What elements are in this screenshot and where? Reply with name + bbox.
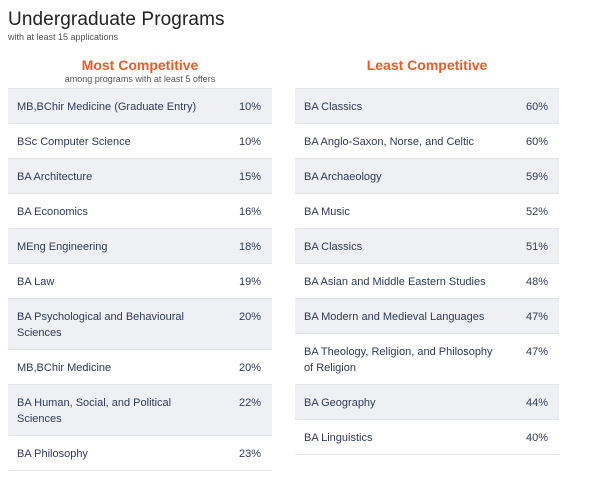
table-row: BA Geography 44% [295,385,559,420]
acceptance-rate: 23% [238,448,261,460]
acceptance-rate: 51% [525,241,548,253]
least-competitive-table: Least Competitive BA Classics 60% BA Angl… [295,56,559,455]
acceptance-rate: 22% [238,397,261,409]
acceptance-rate: 60% [525,136,548,148]
table-row: BA Human, Social, and Political Sciences… [8,385,272,436]
program-name: MB,BChir Medicine [17,362,112,374]
table-row: BA Classics 60% [295,89,559,124]
program-name: BA Geography [304,397,376,409]
program-name: BA Linguistics [304,432,373,444]
table-row: BA Theology, Religion, and Philosophy of… [295,334,559,385]
table-row: BA Anglo-Saxon, Norse, and Celtic 60% [295,124,559,159]
most-competitive-note: among programs with at least 5 offers [64,74,216,84]
acceptance-rate: 52% [525,206,548,218]
acceptance-rate: 20% [238,362,261,374]
table-row: BSc Computer Science 10% [8,124,272,159]
program-name: BA Archaeology [304,171,382,183]
table-row: MB,BChir Medicine (Graduate Entry) 10% [8,89,272,124]
page-subtitle: with at least 15 applications [8,32,119,42]
most-competitive-header: Most Competitive among programs with at … [8,56,272,88]
program-name: BA Architecture [17,171,93,183]
table-row: MB,BChir Medicine 20% [8,350,272,385]
acceptance-rate: 20% [238,311,261,323]
page-title: Undergraduate Programs [8,9,225,30]
table-row: BA Law 19% [8,264,272,299]
program-name: BA Modern and Medieval Languages [304,311,485,323]
program-name: BA Psychological and Behavioural Science… [17,311,184,339]
acceptance-rate: 44% [525,397,548,409]
most-competitive-table: Most Competitive among programs with at … [8,56,272,471]
acceptance-rate: 47% [525,311,548,323]
acceptance-rate: 19% [238,276,261,288]
acceptance-rate: 47% [525,346,548,358]
table-row: BA Asian and Middle Eastern Studies 48% [295,264,559,299]
acceptance-rate: 48% [525,276,548,288]
most-competitive-title: Most Competitive [81,57,199,73]
table-row: BA Architecture 15% [8,159,272,194]
least-competitive-header: Least Competitive [295,56,559,88]
program-name: BA Theology, Religion, and Philosophy of… [304,346,493,374]
table-row: BA Music 52% [295,194,559,229]
acceptance-rate: 60% [525,101,548,113]
program-name: MEng Engineering [17,241,108,253]
program-name: BA Philosophy [17,448,88,460]
acceptance-rate: 16% [238,206,261,218]
program-name: BA Anglo-Saxon, Norse, and Celtic [304,136,474,148]
program-name: BA Human, Social, and Political Sciences [17,397,172,425]
program-name: BA Economics [17,206,88,218]
table-row: BA Linguistics 40% [295,420,559,455]
program-name: MB,BChir Medicine (Graduate Entry) [17,101,197,113]
acceptance-rate: 59% [525,171,548,183]
table-row: BA Classics 51% [295,229,559,264]
program-name: BA Classics [304,241,363,253]
table-row: BA Economics 16% [8,194,272,229]
program-name: BA Law [17,276,55,288]
least-competitive-title: Least Competitive [366,57,488,73]
acceptance-rate: 10% [238,136,261,148]
table-row: BA Archaeology 59% [295,159,559,194]
acceptance-rate: 10% [238,101,261,113]
program-name: BA Asian and Middle Eastern Studies [304,276,486,288]
table-row: BA Psychological and Behavioural Science… [8,299,272,350]
program-name: BSc Computer Science [17,136,131,148]
acceptance-rate: 15% [238,171,261,183]
program-name: BA Classics [304,101,363,113]
table-row: BA Modern and Medieval Languages 47% [295,299,559,334]
program-name: BA Music [304,206,350,218]
table-row: MEng Engineering 18% [8,229,272,264]
acceptance-rate: 18% [238,241,261,253]
table-row: BA Philosophy 23% [8,436,272,471]
acceptance-rate: 40% [525,432,548,444]
